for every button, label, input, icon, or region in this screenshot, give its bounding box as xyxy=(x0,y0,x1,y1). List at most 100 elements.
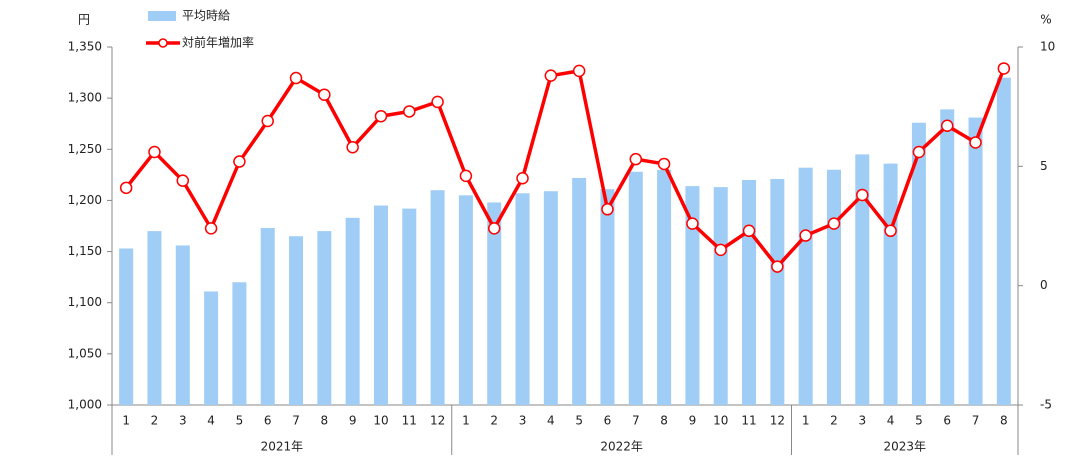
bar xyxy=(458,195,473,405)
line-marker xyxy=(657,157,671,171)
x-tick-label: 9 xyxy=(349,414,357,428)
bar xyxy=(968,117,983,405)
bar xyxy=(345,217,360,405)
bar xyxy=(232,282,247,405)
line-marker xyxy=(912,145,926,159)
legend-swatch xyxy=(158,38,168,48)
y2-unit: % xyxy=(1040,13,1051,27)
x-tick-label: 6 xyxy=(604,414,612,428)
x-tick-label: 8 xyxy=(660,414,668,428)
x-tick-label: 2 xyxy=(490,414,498,428)
x-tick-label: 1 xyxy=(462,414,470,428)
x-tick-label: 9 xyxy=(689,414,697,428)
x-tick-label: 8 xyxy=(1000,414,1008,428)
bar xyxy=(289,236,304,405)
line-marker xyxy=(346,140,359,154)
legend-swatch xyxy=(148,11,176,21)
line-marker xyxy=(629,152,643,166)
y-tick-label: 1,200 xyxy=(68,193,102,207)
y-tick-label: 1,300 xyxy=(68,91,102,105)
x-tick-label: 11 xyxy=(402,414,417,428)
bar xyxy=(742,179,757,405)
y2-tick-label: 5 xyxy=(1040,159,1048,173)
line-marker xyxy=(431,95,444,109)
line-marker xyxy=(856,188,869,202)
line-marker xyxy=(261,114,274,128)
bar xyxy=(373,205,388,405)
line-marker xyxy=(176,174,190,187)
y2-tick-label: 0 xyxy=(1040,278,1048,292)
bar xyxy=(260,228,275,405)
x-tick-label: 6 xyxy=(943,414,951,428)
x-tick-label: 3 xyxy=(179,414,187,428)
line-marker xyxy=(969,136,982,149)
line-marker xyxy=(827,217,841,230)
x-tick-label: 7 xyxy=(972,414,980,428)
line-marker xyxy=(318,88,331,101)
y-tick-label: 1,350 xyxy=(68,40,102,54)
line-marker xyxy=(742,224,756,238)
bar xyxy=(430,190,445,405)
bar xyxy=(685,186,700,405)
line-marker xyxy=(884,224,897,238)
bar xyxy=(317,231,332,405)
bar xyxy=(204,291,219,405)
bar xyxy=(628,171,643,405)
bar xyxy=(543,191,558,405)
y-tick-label: 1,150 xyxy=(68,244,102,258)
bar xyxy=(883,163,898,405)
line-marker xyxy=(403,105,416,118)
line-marker xyxy=(997,62,1011,75)
line-marker xyxy=(487,222,501,235)
bar xyxy=(119,248,134,405)
line-marker xyxy=(374,109,388,123)
bar xyxy=(147,231,162,405)
line-marker xyxy=(204,222,218,235)
x-tick-label: 12 xyxy=(430,414,445,428)
y-tick-label: 1,050 xyxy=(68,346,102,360)
line-marker xyxy=(233,155,246,168)
line-marker xyxy=(516,172,529,185)
x-tick-label: 5 xyxy=(915,414,923,428)
x-tick-label: 1 xyxy=(122,414,130,428)
line-marker xyxy=(148,145,161,159)
line-marker xyxy=(799,229,812,242)
y-tick-label: 1,100 xyxy=(68,295,102,309)
bar xyxy=(600,189,615,405)
x-tick-label: 1 xyxy=(802,414,810,428)
legend-label: 平均時給 xyxy=(182,9,230,23)
line-marker xyxy=(686,217,699,230)
x-tick-label: 2 xyxy=(151,414,159,428)
y2-tick-label: -5 xyxy=(1040,398,1052,412)
x-tick-label: 7 xyxy=(632,414,640,428)
y2-tick-label: 10 xyxy=(1040,40,1055,54)
line xyxy=(124,67,1006,270)
x-tick-label: 11 xyxy=(741,414,756,428)
x-tick-label: 3 xyxy=(519,414,527,428)
line-marker xyxy=(459,169,473,183)
bar xyxy=(657,169,672,405)
x-tick-label: 4 xyxy=(207,414,215,428)
line-marker xyxy=(544,69,558,82)
x-tick-label: 7 xyxy=(292,414,300,428)
bar xyxy=(402,208,417,405)
line-marker xyxy=(119,181,133,195)
x-tick-label: 6 xyxy=(264,414,272,428)
line-marker xyxy=(289,71,303,85)
x-tick-label: 4 xyxy=(547,414,555,428)
x-tick-label: 8 xyxy=(321,414,329,428)
bar xyxy=(996,77,1011,405)
x-tick-label: 10 xyxy=(713,414,728,428)
bar xyxy=(515,193,530,405)
y-unit: 円 xyxy=(78,13,90,27)
bar xyxy=(770,178,785,405)
x-tick-label: 10 xyxy=(373,414,388,428)
bar xyxy=(175,245,190,405)
bar xyxy=(487,202,502,405)
y-tick-label: 1,000 xyxy=(68,398,102,412)
x-tick-label: 12 xyxy=(770,414,785,428)
x-tick-label: 5 xyxy=(575,414,583,428)
bar xyxy=(855,154,870,405)
group-label: 2022年 xyxy=(600,440,643,454)
